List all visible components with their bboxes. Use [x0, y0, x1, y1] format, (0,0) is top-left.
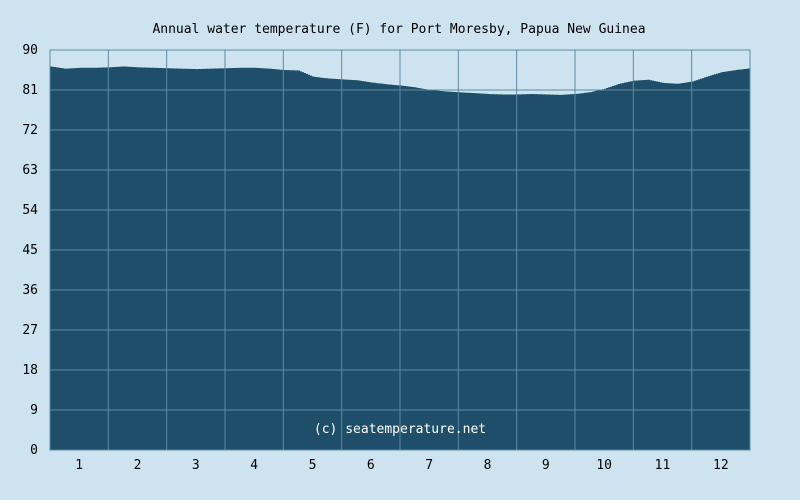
x-tick-label: 8	[484, 458, 492, 473]
x-tick-label: 11	[655, 458, 671, 473]
y-tick-label: 18	[22, 363, 38, 378]
x-axis: 1 2 3 4 5 6 7 8 9 10 11 12	[75, 458, 728, 473]
x-tick-label: 2	[134, 458, 142, 473]
x-tick-label: 5	[309, 458, 317, 473]
y-axis: 0 9 18 27 36 45 54 63 72 81 90	[22, 43, 38, 458]
x-tick-label: 1	[75, 458, 83, 473]
y-tick-label: 54	[22, 203, 38, 218]
watermark-text: (c) seatemperature.net	[314, 422, 486, 437]
y-tick-label: 36	[22, 283, 38, 298]
y-tick-label: 72	[22, 123, 38, 138]
grid-layer	[50, 50, 750, 450]
y-tick-label: 27	[22, 323, 38, 338]
x-tick-label: 3	[192, 458, 200, 473]
y-tick-label: 9	[30, 403, 38, 418]
y-tick-label: 81	[22, 83, 38, 98]
x-tick-label: 7	[425, 458, 433, 473]
x-tick-label: 6	[367, 458, 375, 473]
x-tick-label: 12	[713, 458, 729, 473]
y-tick-label: 45	[22, 243, 38, 258]
chart-title: Annual water temperature (F) for Port Mo…	[152, 22, 645, 37]
x-tick-label: 9	[542, 458, 550, 473]
x-tick-label: 4	[250, 458, 258, 473]
y-tick-label: 63	[22, 163, 38, 178]
y-tick-label: 0	[30, 443, 38, 458]
plot-border	[49, 49, 751, 451]
y-tick-label: 90	[22, 43, 38, 58]
x-tick-label: 10	[596, 458, 612, 473]
